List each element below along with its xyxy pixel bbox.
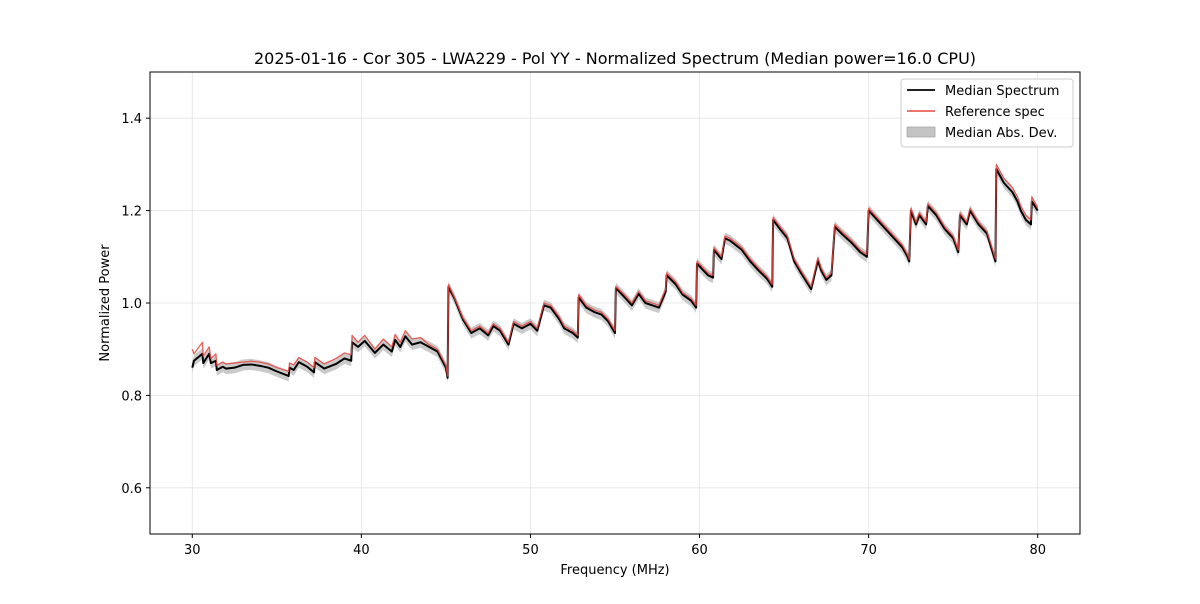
y-tick-label: 1.2 [121,205,142,220]
y-tick-label: 1.0 [121,297,142,312]
x-tick-label: 70 [860,543,877,558]
x-tick-label: 40 [353,543,370,558]
series-layer [191,163,1039,379]
legend-swatch-mad [906,126,936,138]
x-tick-label: 50 [522,543,539,558]
y-tick-label: 0.6 [121,482,142,497]
y-axis-label: Normalized Power [98,244,113,362]
x-tick-label: 30 [184,543,201,558]
y-tick-label: 0.8 [121,389,142,404]
x-axis-ticks: 30 40 50 60 70 80 [184,534,1046,558]
legend-label-median: Median Spectrum [945,84,1059,99]
x-axis-label: Frequency (MHz) [560,563,669,578]
legend: Median Spectrum Reference spec Median Ab… [900,78,1074,148]
y-axis-ticks: 0.6 0.8 1.0 1.2 1.4 [121,112,150,497]
x-tick-label: 80 [1029,543,1046,558]
median-spectrum-line [191,168,1039,379]
reference-spec-line [191,163,1039,377]
legend-box [900,78,1074,148]
legend-label-reference: Reference spec [945,105,1045,120]
chart-title: 2025-01-16 - Cor 305 - LWA229 - Pol YY -… [254,49,976,68]
x-tick-label: 60 [691,543,708,558]
legend-label-mad: Median Abs. Dev. [945,126,1057,141]
y-tick-label: 1.4 [121,112,142,127]
